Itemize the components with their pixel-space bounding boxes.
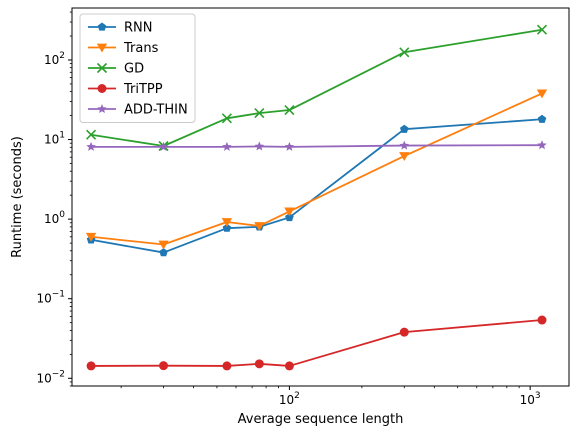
legend-label-add-thin: ADD-THIN xyxy=(124,103,188,118)
data-point-rnn xyxy=(222,223,232,232)
data-point-gd xyxy=(536,24,548,35)
legend-item-tritpp: TriTPP xyxy=(88,82,163,97)
data-point-trans xyxy=(85,232,97,242)
data-point-tritpp xyxy=(254,359,264,369)
series-rnn xyxy=(86,114,547,257)
legend-item-rnn: RNN xyxy=(88,21,152,36)
y-tick-label: 10−2 xyxy=(36,369,65,385)
y-axis-label: Runtime (seconds) xyxy=(10,136,25,258)
legend-marker-gd xyxy=(96,62,108,74)
legend-marker-add-thin xyxy=(97,104,107,114)
series-line-rnn xyxy=(90,118,543,254)
x-tick-label: 103 xyxy=(520,391,541,407)
legend-marker-rnn xyxy=(97,22,107,31)
data-point-tritpp xyxy=(86,361,96,371)
data-point-trans xyxy=(284,207,295,217)
legend-item-add-thin: ADD-THIN xyxy=(88,103,188,118)
legend-item-gd: GD xyxy=(88,62,144,77)
data-point-add-thin xyxy=(158,141,169,151)
data-point-gd xyxy=(254,108,265,119)
y-tick-label: 101 xyxy=(44,131,65,147)
legend-label-trans: Trans xyxy=(123,41,159,56)
series-trans xyxy=(85,89,548,250)
data-point-tritpp xyxy=(399,327,409,337)
data-point-rnn xyxy=(399,124,409,133)
x-axis-label: Average sequence length xyxy=(238,412,404,427)
series-add-thin xyxy=(86,140,547,151)
data-point-trans xyxy=(221,218,233,227)
data-point-tritpp xyxy=(159,361,169,371)
data-point-trans xyxy=(158,240,169,250)
data-point-tritpp xyxy=(537,315,547,325)
data-point-gd xyxy=(284,104,295,116)
data-point-add-thin xyxy=(284,141,295,151)
data-point-add-thin xyxy=(399,140,410,150)
data-point-trans xyxy=(254,222,265,231)
data-point-gd xyxy=(85,129,97,140)
data-point-gd xyxy=(221,113,232,124)
tick-layer: 102 103 10−2 10−1 100 101 102 xyxy=(36,11,541,407)
y-tick-label: 10−1 xyxy=(36,290,65,306)
plot-area xyxy=(85,24,548,371)
legend-label-gd: GD xyxy=(124,62,144,77)
y-tick-label: 102 xyxy=(44,51,65,67)
legend-label-rnn: RNN xyxy=(124,21,152,36)
axes-frame xyxy=(71,7,570,387)
legend: RNN Trans GD TriTPP ADD-THIN xyxy=(79,13,196,123)
data-point-add-thin xyxy=(537,140,547,150)
data-point-add-thin xyxy=(222,141,232,151)
legend-marker-tritpp xyxy=(97,84,107,93)
data-point-rnn xyxy=(159,248,168,257)
legend-label-tritpp: TriTPP xyxy=(123,82,163,97)
y-tick-label: 100 xyxy=(44,210,65,226)
data-point-rnn xyxy=(285,212,294,222)
data-point-gd xyxy=(399,47,410,58)
data-point-add-thin xyxy=(254,141,265,151)
series-tritpp xyxy=(86,315,547,371)
data-point-tritpp xyxy=(284,361,294,371)
legend-marker-trans xyxy=(96,43,108,53)
data-point-tritpp xyxy=(222,361,232,371)
legend-item-trans: Trans xyxy=(88,41,159,56)
data-point-trans xyxy=(536,89,548,99)
legend-box xyxy=(79,13,196,123)
data-point-rnn xyxy=(537,114,547,123)
data-point-add-thin xyxy=(86,141,96,151)
x-tick-label: 102 xyxy=(279,391,300,407)
data-point-trans xyxy=(399,152,410,162)
series-line-tritpp xyxy=(91,319,543,367)
